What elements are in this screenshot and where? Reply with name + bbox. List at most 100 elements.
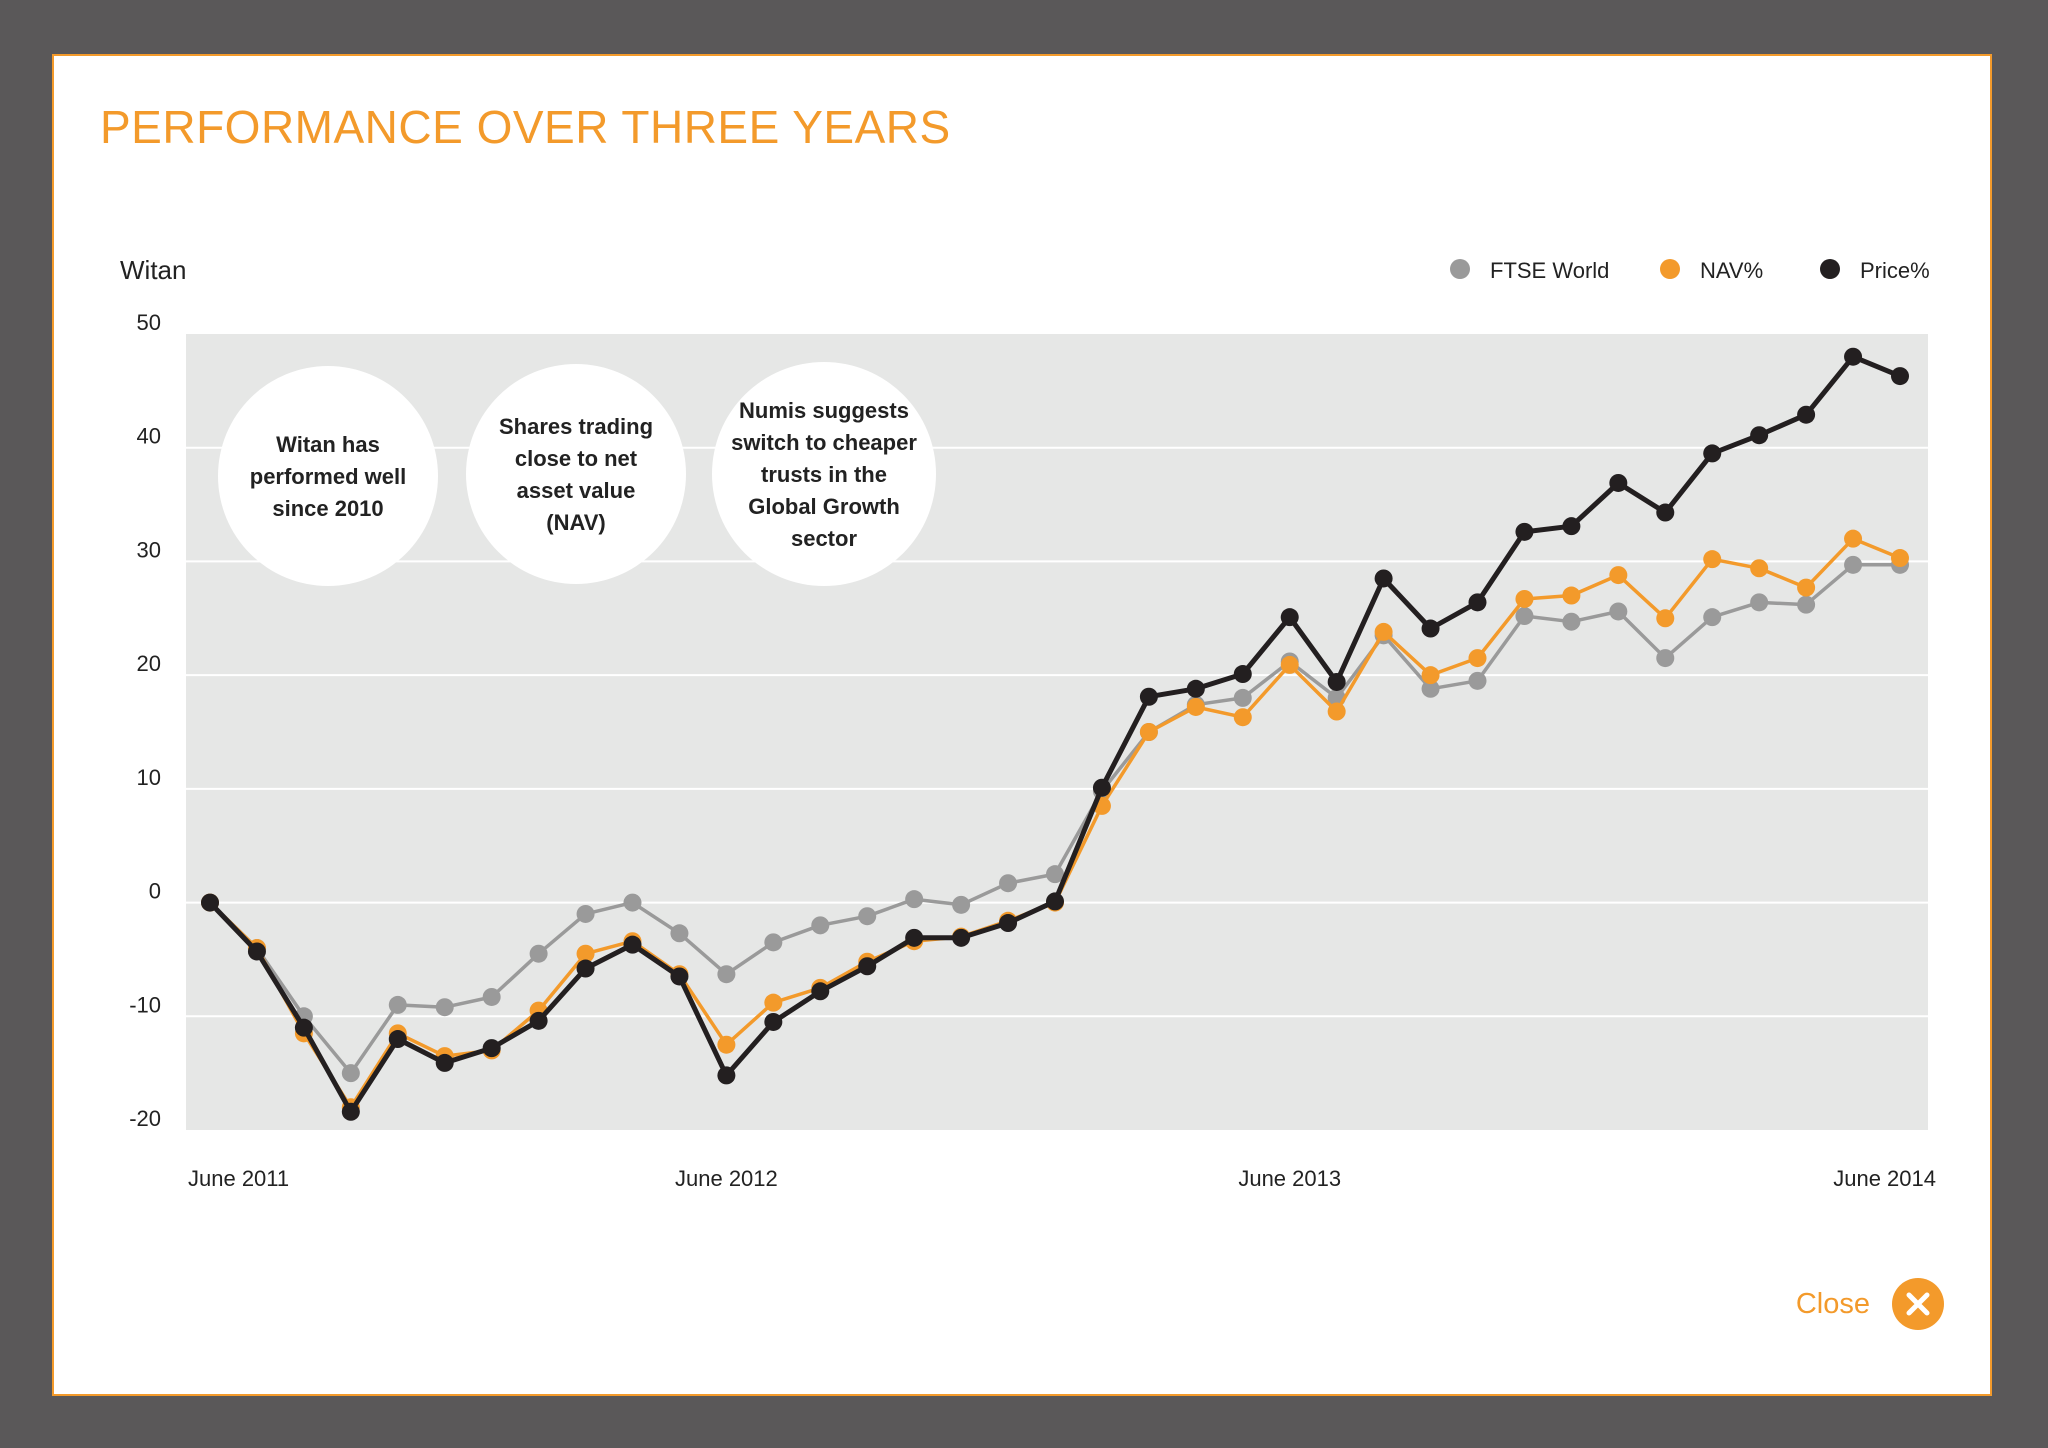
data-point [1750, 426, 1769, 445]
data-point [999, 874, 1018, 893]
data-point [482, 1039, 501, 1058]
data-point [1468, 649, 1487, 668]
data-point [811, 982, 830, 1001]
data-point [1233, 708, 1252, 727]
y-tick-label: 20 [137, 651, 161, 676]
y-tick-label: 30 [137, 537, 161, 562]
data-point [1186, 697, 1205, 716]
data-point [952, 895, 971, 914]
data-point [952, 928, 971, 947]
legend-label: Price% [1860, 258, 1930, 283]
data-point [1891, 549, 1909, 568]
close-label: Close [1795, 1287, 1870, 1320]
data-point [1468, 593, 1487, 612]
data-point [388, 1030, 407, 1049]
y-tick-label: 10 [137, 765, 161, 790]
close-icon[interactable] [1892, 1278, 1944, 1330]
annotation-bubble [466, 364, 686, 584]
data-point [1421, 679, 1440, 698]
data-point [1562, 612, 1581, 631]
data-point [670, 924, 689, 943]
data-point [435, 998, 454, 1017]
data-point [1280, 655, 1299, 674]
data-point [1844, 555, 1863, 574]
data-point [1750, 593, 1769, 612]
data-point [1139, 723, 1158, 741]
data-point [1703, 608, 1722, 627]
data-point [1797, 405, 1816, 424]
data-point [1562, 517, 1581, 536]
legend-label: NAV% [1700, 258, 1763, 283]
data-point [529, 944, 548, 963]
data-point [1374, 622, 1393, 641]
legend-marker [1450, 259, 1470, 279]
data-point [1656, 503, 1675, 522]
y-tick-label: 40 [137, 424, 161, 449]
data-point [858, 957, 877, 976]
chart-subtitle: Witan [120, 255, 186, 285]
annotation-text: Witan has performed well since 2010 [250, 432, 406, 521]
page-title: PERFORMANCE OVER THREE YEARS [100, 101, 951, 153]
chart-panel: PERFORMANCE OVER THREE YEARS 50 40 30 20 10 0… [52, 54, 1992, 1396]
data-point [1327, 702, 1346, 721]
data-point [341, 1064, 360, 1083]
data-point [1891, 367, 1909, 386]
data-point [1280, 608, 1299, 627]
data-point [670, 967, 689, 986]
data-point [905, 928, 924, 947]
data-point [1562, 586, 1581, 605]
data-point [482, 987, 501, 1006]
data-point [764, 993, 783, 1012]
data-point [529, 1011, 548, 1030]
annotation-bubble [712, 362, 936, 586]
data-point [1046, 865, 1064, 884]
data-point [1703, 444, 1722, 463]
data-point [1046, 892, 1064, 911]
data-point [1750, 559, 1769, 578]
data-point [764, 1012, 783, 1031]
data-point [294, 1018, 313, 1037]
data-point [247, 942, 266, 961]
data-point [1139, 687, 1158, 706]
annotation-text: Shares trading close to net asset value (NA… [499, 414, 653, 535]
data-point [1656, 609, 1675, 628]
data-point [435, 1053, 454, 1072]
data-point [717, 1035, 736, 1054]
data-point [717, 965, 736, 984]
data-point [388, 995, 407, 1014]
y-tick-label: -20 [129, 1106, 161, 1131]
y-tick-label: 0 [149, 879, 161, 904]
data-point [1327, 672, 1346, 691]
data-point [1374, 569, 1393, 588]
performance-chart: 50 40 30 20 10 0 -10 -20 June 2011 June 2012 June … [120, 255, 1936, 1191]
data-point [1421, 666, 1440, 685]
data-point [623, 935, 642, 954]
data-point [1609, 566, 1628, 585]
legend-label: FTSE World [1490, 258, 1609, 283]
legend-marker [1660, 259, 1680, 279]
data-point [1468, 671, 1487, 690]
legend-marker [1820, 259, 1840, 279]
data-point [717, 1066, 736, 1085]
x-tick-label: June 2013 [1238, 1166, 1341, 1191]
data-point [1515, 522, 1534, 541]
x-tick-label: June 2011 [188, 1166, 289, 1191]
data-point [576, 959, 595, 978]
y-tick-label: -10 [129, 992, 161, 1017]
data-point [764, 933, 783, 952]
data-point [1844, 347, 1863, 366]
data-point [1797, 595, 1816, 614]
data-point [341, 1102, 360, 1121]
data-point [1233, 688, 1252, 707]
data-point [999, 914, 1018, 933]
data-point [1421, 619, 1440, 638]
annotation-text: Numis suggests switch to cheaper trusts in… [731, 398, 917, 551]
data-point [1797, 578, 1816, 597]
data-point [623, 893, 642, 912]
data-point [1186, 679, 1205, 698]
data-point [1515, 589, 1534, 608]
data-point [858, 907, 877, 926]
y-tick-label: 50 [137, 310, 161, 335]
x-tick-label: June 2014 [1833, 1166, 1936, 1191]
close-button[interactable]: Close [1796, 1278, 1944, 1330]
